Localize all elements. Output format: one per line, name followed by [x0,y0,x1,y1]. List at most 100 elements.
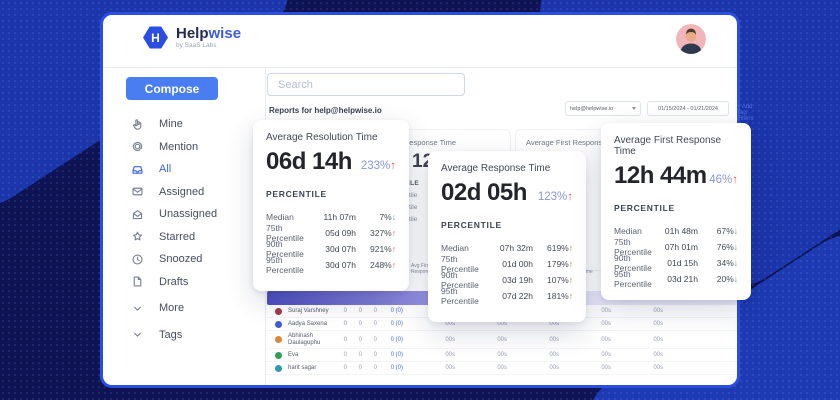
compose-button[interactable]: Compose [126,77,218,100]
sidebar-item-label: Snoozed [159,253,203,266]
search-input[interactable] [267,73,465,96]
percentile-delta: 67%↓ [716,226,738,236]
percentile-row: 90th Percentile 30d 07h 921%↑ [266,239,396,259]
sidebar-item-more[interactable]: More [103,297,265,320]
cell-value: 0 [358,336,362,343]
cell-value: 0 [358,321,362,327]
sidebar-item-tags[interactable]: Tags [103,324,265,347]
add-tag-filters-link[interactable]: + Add Tag Filters [737,104,754,122]
percentile-label: 75th Percentile [614,237,652,257]
sidebar-item-starred[interactable]: Starred [103,226,265,249]
percentile-value: 07h 32m [499,243,533,253]
cell-value: 0 [358,365,362,371]
table-row[interactable]: harit sagar 0 0 0 0 (0) 00s 00s 00s 00s 00s [267,362,737,375]
cell-value: 00s [497,365,507,371]
user-avatar[interactable] [676,24,706,54]
percentile-delta: 921%↑ [370,244,396,254]
sidebar-item-label: Tags [159,328,183,341]
sidebar-item-label: Assigned [159,185,205,198]
cell-value: 00s [549,336,559,343]
percentile-value: 11h 07m [323,212,356,222]
app-header: H Helpwise by SaaS Labs [103,15,737,68]
percentile-delta: 179%↑ [547,259,573,269]
percentile-delta: 34%↓ [716,258,738,268]
cell-value: 00s [601,336,611,343]
sidebar-menu: Mine Mention All Assigned Unassigned Sta… [103,113,265,346]
percentile-label: 95th Percentile [266,255,304,275]
sidebar-item-all[interactable]: All [103,158,265,181]
sidebar-item-unassigned[interactable]: Unassigned [103,203,265,226]
star-icon [132,231,143,241]
cell-link[interactable]: 0 (0) [390,321,403,327]
sidebar-item-snoozed[interactable]: Snoozed [103,248,265,271]
percentile-delta: 619%↑ [547,243,573,253]
percentile-heading: PERCENTILE [266,189,327,199]
cell-value: 00s [497,352,507,358]
percentile-value: 05d 09h [325,228,356,238]
percentile-value: 03d 21h [667,274,698,284]
sidebar-item-drafts[interactable]: Drafts [103,271,265,294]
percentile-label: 95th Percentile [441,286,479,306]
percentile-row: 75th Percentile 01d 00h 179%↑ [441,254,573,274]
cell-link[interactable]: 0 (0) [390,365,403,371]
cell-value: 00s [445,352,455,358]
percentile-row: 75th Percentile 07h 01m 76%↓ [614,237,738,257]
cell-value: 0 [343,365,347,371]
percentile-row: 95th Percentile 30d 07h 248%↑ [266,255,396,275]
avatar [275,307,282,315]
card-value: 02d 05h [441,179,527,206]
cell-value: 0 [373,352,377,358]
cell-link[interactable]: 0 (0) [390,336,403,343]
cell-value: 0 [343,336,347,343]
trend-arrow-icon: ↑ [391,260,396,270]
at-icon [132,142,143,152]
cell-value: 00s [653,336,663,343]
cell-link[interactable]: 0 (0) [390,308,403,314]
cell-value: 00s [653,352,663,358]
percentile-row: 90th Percentile 01d 15h 34%↓ [614,253,738,273]
cell-value: 00s [497,336,507,343]
cell-value: 0 [373,308,377,314]
card-value: 12h 44m [614,162,707,189]
table-row[interactable]: Aadya Saxena 0 0 0 0 (0) 00s 00s 00s 00s 00s [267,318,737,331]
card-title: Average Resolution Time [266,132,378,143]
trend-arrow-icon: ↑ [391,228,396,238]
helpwise-logo[interactable]: H Helpwise by SaaS Labs [143,26,241,49]
trend-arrow-icon: ↑ [568,259,573,269]
percentile-row: 95th Percentile 07d 22h 181%↑ [441,286,573,306]
sidebar-item-mention[interactable]: Mention [103,136,265,159]
percentile-value: 30d 07h [325,260,356,270]
card-avg-response-time: Average Response Time 02d 05h 123%↑ PERC… [428,151,586,322]
cell-link[interactable]: 0 (0) [390,352,403,358]
percentile-label: 75th Percentile [266,223,304,243]
inbox-filter-select[interactable]: help@helpwise.io [565,101,641,116]
sidebar-item-label: Mine [159,118,183,131]
percentile-value: 01d 00h [502,259,533,269]
teammate-name: Suraj Varshney [288,307,329,314]
avatar-illustration [676,24,706,54]
cell-value: 00s [601,352,611,358]
avatar [275,320,282,328]
trend-arrow-icon: ↓ [733,258,738,268]
date-range-picker[interactable]: 01/15/2024 - 01/21/2024 [647,101,729,116]
inbox-filter-value: help@helpwise.io [570,105,614,112]
sidebar-item-mine[interactable]: Mine [103,113,265,136]
sidebar-item-label: All [159,163,172,176]
percentile-label: Median [614,226,642,236]
cell-value: 00s [445,321,455,327]
cell-value: 00s [601,308,611,314]
sidebar-item-label: More [159,302,185,315]
table-row[interactable]: Eva 0 0 0 0 (0) 00s 00s 00s 00s 00s [267,349,737,362]
card-delta: 123%↑ [537,191,573,203]
avatar [275,364,282,372]
table-row[interactable]: Abhinash Daulaguphu 0 0 0 0 (0) 00s 00s 00s 0… [267,331,737,349]
card-avg-first-response-time: Average First Response Time 12h 44m 46%↑… [601,123,751,300]
sidebar-item-assigned[interactable]: Assigned [103,181,265,204]
avatar [275,351,282,359]
percentile-row: 75th Percentile 05d 09h 327%↑ [266,223,396,243]
helpwise-logo-icon: H [143,26,168,49]
percentile-delta: 76%↓ [716,242,738,252]
chevron-down-icon [134,306,141,311]
cell-value: 00s [601,365,611,371]
